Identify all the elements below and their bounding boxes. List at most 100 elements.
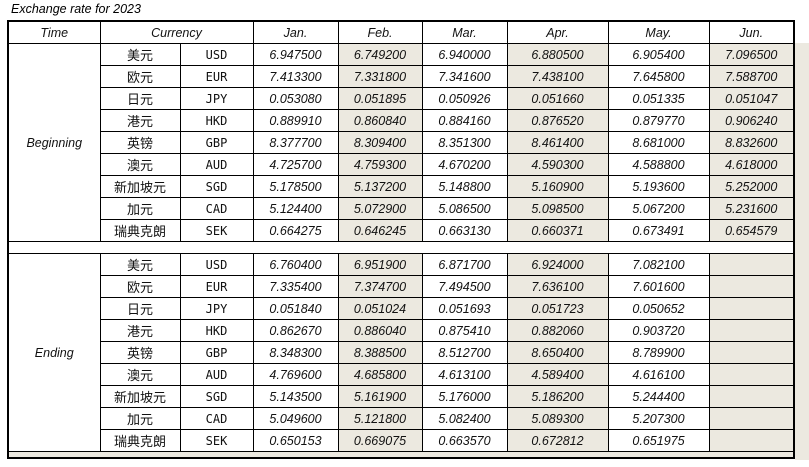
rate-cell	[708, 407, 795, 430]
rate-cell: 6.940000	[421, 43, 508, 66]
rate-cell: 8.681000	[607, 131, 710, 154]
rate-cell: 4.618000	[708, 153, 795, 176]
header-row: Time Currency Jan. Feb. Mar. Apr. May. Jun.	[7, 20, 795, 44]
currency-code: AUD	[179, 363, 254, 386]
rate-cell	[708, 341, 795, 364]
currency-name: 欧元	[99, 275, 181, 298]
table-row: 加元 CAD 5.124400 5.072900 5.086500 5.098500 5.0…	[8, 197, 795, 220]
rate-cell: 7.636100	[506, 275, 609, 298]
rate-cell: 7.082100	[607, 253, 710, 276]
table-row: 欧元 EUR 7.413300 7.331800 7.341600 7.438100 7.6…	[8, 65, 795, 88]
rate-cell: 5.252000	[708, 175, 795, 198]
gap-cell	[8, 241, 794, 254]
currency-name: 英镑	[99, 131, 181, 154]
table-title: Exchange rate for 2023	[11, 2, 141, 16]
rate-cell: 0.051024	[337, 297, 423, 320]
currency-name: 加元	[99, 197, 181, 220]
rate-cell: 7.645800	[607, 65, 710, 88]
table-row: 英镑 GBP 8.348300 8.388500 8.512700 8.650400 8.7…	[8, 341, 795, 364]
rate-cell: 0.889910	[252, 109, 339, 132]
rate-cell: 8.461400	[506, 131, 609, 154]
rate-cell	[708, 363, 795, 386]
rate-cell: 7.331800	[337, 65, 423, 88]
currency-code: CAD	[179, 407, 254, 430]
table-row: 港元 HKD 0.889910 0.860840 0.884160 0.876520 0.8…	[8, 109, 795, 132]
table-row: 英镑 GBP 8.377700 8.309400 8.351300 8.461400 8.6…	[8, 131, 795, 154]
rate-cell: 0.664275	[252, 219, 339, 242]
rate-cell: 5.067200	[607, 197, 710, 220]
currency-name: 瑞典克朗	[99, 219, 181, 242]
table-row: 澳元 AUD 4.725700 4.759300 4.670200 4.590300 4.5…	[8, 153, 795, 176]
rate-cell: 6.951900	[337, 253, 423, 276]
rate-cell: 5.072900	[337, 197, 423, 220]
rate-cell: 5.121800	[337, 407, 423, 430]
rate-cell: 0.875410	[421, 319, 508, 342]
rate-cell: 8.789900	[607, 341, 710, 364]
side-panel	[795, 43, 809, 460]
rate-cell: 5.186200	[506, 385, 609, 408]
rate-cell: 7.335400	[252, 275, 339, 298]
rate-cell: 4.670200	[421, 153, 508, 176]
rate-cell: 4.589400	[506, 363, 609, 386]
rate-cell: 5.098500	[506, 197, 609, 220]
rate-cell: 4.588800	[607, 153, 710, 176]
rate-cell: 5.178500	[252, 175, 339, 198]
rate-cell: 7.588700	[708, 65, 795, 88]
rate-cell: 0.646245	[337, 219, 423, 242]
currency-code: SGD	[179, 385, 254, 408]
currency-name: 加元	[99, 407, 181, 430]
table-row: 日元 JPY 0.051840 0.051024 0.051693 0.051723 0.0…	[8, 297, 795, 320]
currency-name: 澳元	[99, 153, 181, 176]
rate-cell: 8.348300	[252, 341, 339, 364]
rate-cell: 0.660371	[506, 219, 609, 242]
currency-name: 港元	[99, 319, 181, 342]
rate-cell	[708, 275, 795, 298]
table-row: 瑞典克朗 SEK 0.650153 0.669075 0.663570 0.672812 0…	[8, 429, 795, 452]
rate-cell: 6.905400	[607, 43, 710, 66]
rate-cell: 0.884160	[421, 109, 508, 132]
header-month: Feb.	[337, 20, 423, 44]
rate-cell: 0.051660	[506, 87, 609, 110]
rate-cell: 5.049600	[252, 407, 339, 430]
rate-cell: 0.650153	[252, 429, 339, 452]
currency-code: SGD	[179, 175, 254, 198]
currency-code: USD	[179, 43, 254, 66]
rate-cell: 8.351300	[421, 131, 508, 154]
rate-cell: 5.207300	[607, 407, 710, 430]
currency-code: SEK	[179, 219, 254, 242]
header-currency: Currency	[99, 20, 254, 44]
rate-cell: 0.050926	[421, 87, 508, 110]
currency-name: 瑞典克朗	[99, 429, 181, 452]
currency-name: 新加坡元	[99, 385, 181, 408]
table-row: 瑞典克朗 SEK 0.664275 0.646245 0.663130 0.660371 0…	[8, 219, 795, 242]
rate-cell	[708, 429, 795, 452]
rate-cell: 8.832600	[708, 131, 795, 154]
header-month: Jun.	[708, 20, 795, 44]
currency-code: GBP	[179, 131, 254, 154]
rate-cell	[708, 297, 795, 320]
rate-cell: 6.760400	[252, 253, 339, 276]
table-row: 加元 CAD 5.049600 5.121800 5.082400 5.089300 5.2…	[8, 407, 795, 430]
rate-cell: 7.438100	[506, 65, 609, 88]
rate-cell: 8.650400	[506, 341, 609, 364]
header-time: Time	[7, 20, 101, 44]
rate-cell: 0.876520	[506, 109, 609, 132]
rate-cell: 5.089300	[506, 407, 609, 430]
rate-cell: 5.143500	[252, 385, 339, 408]
rate-cell: 0.651975	[607, 429, 710, 452]
rate-cell: 5.193600	[607, 175, 710, 198]
rate-cell: 0.051335	[607, 87, 710, 110]
rate-cell: 0.053080	[252, 87, 339, 110]
currency-name: 澳元	[99, 363, 181, 386]
rate-cell: 4.590300	[506, 153, 609, 176]
rate-cell: 0.862670	[252, 319, 339, 342]
rate-cell: 0.886040	[337, 319, 423, 342]
rate-cell: 0.663130	[421, 219, 508, 242]
rate-cell: 5.086500	[421, 197, 508, 220]
rate-cell: 0.051693	[421, 297, 508, 320]
table-row: 欧元 EUR 7.335400 7.374700 7.494500 7.636100 7.6…	[8, 275, 795, 298]
rate-cell: 8.377700	[252, 131, 339, 154]
rate-cell: 5.160900	[506, 175, 609, 198]
rate-cell: 6.871700	[421, 253, 508, 276]
rate-cell: 0.673491	[607, 219, 710, 242]
